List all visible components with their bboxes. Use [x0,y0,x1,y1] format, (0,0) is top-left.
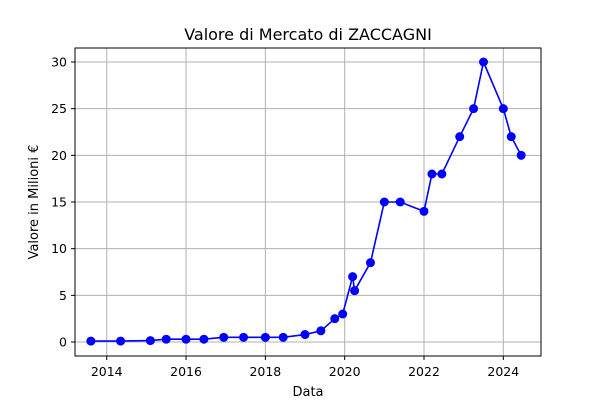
data-point [316,326,326,336]
data-point [86,336,96,346]
data-series [86,57,526,346]
data-point [300,330,310,340]
y-tick-label: 5 [59,288,67,303]
y-tick-label: 25 [51,101,67,116]
x-tick-label: 2014 [91,364,123,379]
y-tick-label: 0 [59,335,67,350]
y-tick-label: 10 [51,241,67,256]
data-point [427,169,437,179]
data-point [469,104,479,114]
data-point [506,132,516,142]
x-axis-label: Data [292,385,323,400]
x-tick-label: 2020 [329,364,361,379]
data-point [278,332,288,342]
data-point [181,334,191,344]
data-point [199,334,209,344]
y-tick-label: 20 [51,148,67,163]
x-tick-label: 2024 [487,364,519,379]
data-point [455,132,465,142]
data-point [498,104,508,114]
x-tick-label: 2016 [170,364,202,379]
x-tick-label: 2018 [249,364,281,379]
data-point [260,332,270,342]
data-point [395,197,405,207]
data-point [348,272,358,282]
data-point [219,332,229,342]
data-point [239,332,249,342]
data-point [365,258,375,268]
grid-lines [75,48,541,356]
y-tick-label: 30 [51,55,67,70]
data-point [419,206,429,216]
data-point [350,286,360,296]
data-point [145,336,155,346]
data-point [338,309,348,319]
data-point [161,334,171,344]
data-point [330,314,340,324]
y-tick-label: 15 [51,195,67,210]
series-line [90,61,522,342]
data-point [437,169,447,179]
data-point [478,57,488,67]
axis-ticks: 2014 2016 2018 2020 2022 2024 0 5 10 15 20 25 30 [51,55,519,380]
x-tick-label: 2022 [408,364,440,379]
data-point [516,150,526,160]
data-point [116,336,126,346]
y-axis-label: Valore in Milioni € [27,145,42,260]
data-point [379,197,389,207]
chart-title: Valore di Mercato di ZACCAGNI [184,25,432,44]
